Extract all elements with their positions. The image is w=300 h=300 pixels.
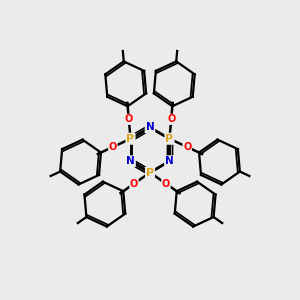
Text: P: P	[127, 134, 135, 144]
Text: O: O	[162, 179, 170, 189]
Text: O: O	[125, 114, 133, 124]
Text: P: P	[146, 167, 154, 178]
Text: N: N	[126, 156, 135, 166]
Text: O: O	[130, 179, 138, 189]
Text: P: P	[165, 134, 173, 144]
Text: O: O	[183, 142, 191, 152]
Text: N: N	[146, 122, 154, 133]
Text: O: O	[109, 142, 117, 152]
Text: N: N	[165, 156, 174, 166]
Text: O: O	[167, 114, 175, 124]
